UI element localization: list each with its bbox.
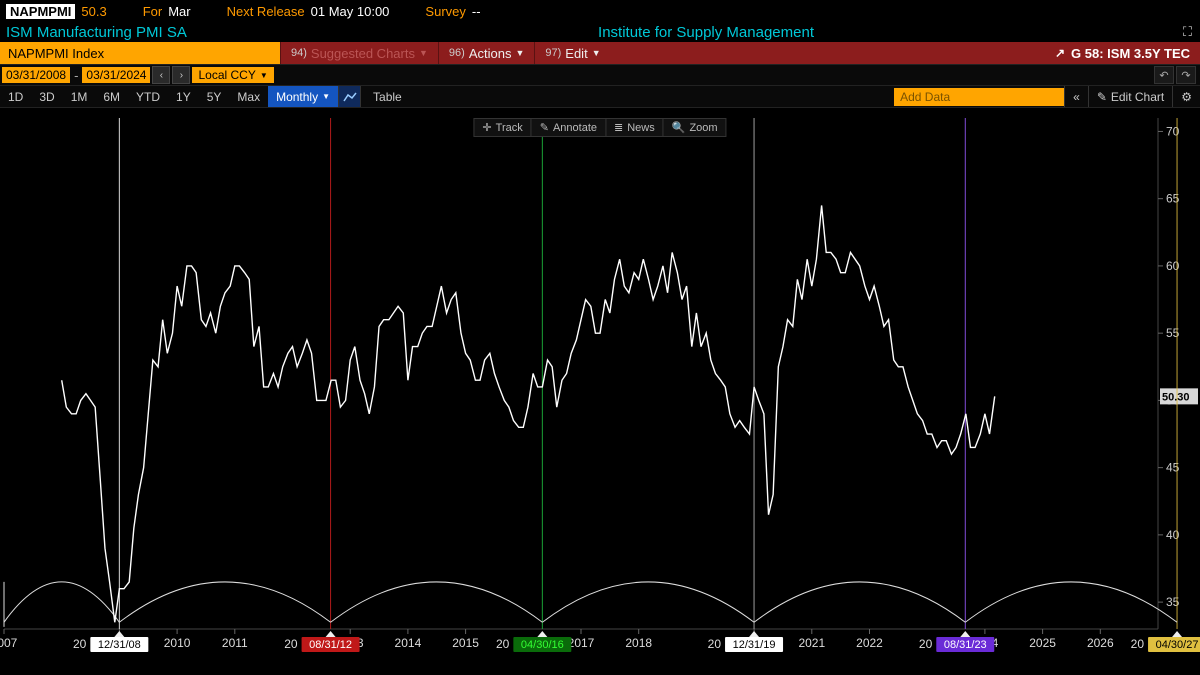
series-source: Institute for Supply Management <box>598 24 814 41</box>
actions-menu[interactable]: 96) Actions ▼ <box>438 42 534 64</box>
range-1d[interactable]: 1D <box>0 86 31 107</box>
chevron-down-icon: ▼ <box>592 48 601 58</box>
svg-text:2018: 2018 <box>625 636 652 650</box>
svg-text:12/31/19: 12/31/19 <box>733 639 776 651</box>
svg-text:04/30/27: 04/30/27 <box>1156 639 1199 651</box>
svg-text:45: 45 <box>1166 461 1180 475</box>
range-toolbar: 1D 3D 1M 6M YTD 1Y 5Y Max Monthly ▼ Tabl… <box>0 86 1200 108</box>
chevron-down-icon: ▼ <box>260 71 268 80</box>
chevron-down-icon: ▼ <box>419 48 428 58</box>
survey-label: Survey <box>425 4 465 19</box>
svg-text:2007: 2007 <box>0 636 18 650</box>
frequency-select[interactable]: Monthly ▼ <box>268 86 338 107</box>
popout-icon: ↗ <box>1055 46 1065 60</box>
redo-button[interactable]: ↷ <box>1176 66 1196 84</box>
svg-text:20: 20 <box>73 637 87 651</box>
range-ytd[interactable]: YTD <box>128 86 168 107</box>
collapse-button[interactable]: « <box>1064 86 1088 107</box>
range-3d[interactable]: 3D <box>31 86 62 107</box>
chart-type-button[interactable] <box>338 86 360 107</box>
table-button[interactable]: Table <box>360 86 414 107</box>
chevron-down-icon: ▼ <box>515 48 524 58</box>
track-button[interactable]: ✛ Track <box>474 119 531 136</box>
svg-text:40: 40 <box>1166 528 1180 542</box>
search-icon: 🔍 <box>672 121 686 134</box>
svg-text:55: 55 <box>1166 326 1180 340</box>
date-range-bar: 03/31/2008 - 03/31/2024 ‹ › Local CCY ▼ … <box>0 64 1200 86</box>
svg-text:2010: 2010 <box>164 636 191 650</box>
settings-button[interactable]: ⚙ <box>1172 86 1200 107</box>
price-chart[interactable]: 354045505560657050.302007200920102011201… <box>0 112 1200 675</box>
header-desc-row: ISM Manufacturing PMI SA Institute for S… <box>0 22 1200 42</box>
pencil-icon: ✎ <box>1097 90 1107 104</box>
for-label: For <box>143 4 163 19</box>
date-prev-button[interactable]: ‹ <box>152 66 170 84</box>
add-data-input[interactable]: Add Data <box>894 88 1064 106</box>
next-release-value: 01 May 10:00 <box>311 4 390 19</box>
news-icon: ≣ <box>614 121 623 134</box>
currency-select[interactable]: Local CCY ▼ <box>192 67 273 83</box>
svg-text:2015: 2015 <box>452 636 479 650</box>
range-1y[interactable]: 1Y <box>168 86 199 107</box>
news-button[interactable]: ≣ News <box>606 119 664 136</box>
svg-text:2011: 2011 <box>222 636 248 650</box>
svg-text:20: 20 <box>496 637 510 651</box>
svg-text:2026: 2026 <box>1087 636 1114 650</box>
ticker-value: 50.3 <box>81 4 106 19</box>
chart-floating-toolbar: ✛ Track ✎ Annotate ≣ News 🔍 Zoom <box>473 118 726 137</box>
svg-text:08/31/23: 08/31/23 <box>944 639 987 651</box>
svg-text:2021: 2021 <box>798 636 825 650</box>
suggested-charts-menu[interactable]: 94) Suggested Charts ▼ <box>280 42 438 64</box>
command-bar: NAPMPMI Index 94) Suggested Charts ▼ 96)… <box>0 42 1200 64</box>
date-next-button[interactable]: › <box>172 66 190 84</box>
zoom-button[interactable]: 🔍 Zoom <box>664 119 726 136</box>
svg-text:60: 60 <box>1166 259 1180 273</box>
svg-text:2022: 2022 <box>856 636 883 650</box>
survey-value: -- <box>472 4 481 19</box>
edit-chart-button[interactable]: ✎ Edit Chart <box>1088 86 1172 107</box>
svg-text:2017: 2017 <box>568 636 595 650</box>
svg-text:20: 20 <box>1131 637 1145 651</box>
svg-text:2014: 2014 <box>395 636 422 650</box>
svg-text:12/31/08: 12/31/08 <box>98 639 141 651</box>
index-tab[interactable]: NAPMPMI Index <box>0 42 280 64</box>
header-info-row: NAPMPMI 50.3 For Mar Next Release 01 May… <box>0 0 1200 22</box>
next-release-label: Next Release <box>227 4 305 19</box>
start-date-input[interactable]: 03/31/2008 <box>2 67 70 83</box>
undo-button[interactable]: ↶ <box>1154 66 1174 84</box>
svg-text:70: 70 <box>1166 124 1180 138</box>
range-6m[interactable]: 6M <box>95 86 128 107</box>
annotate-button[interactable]: ✎ Annotate <box>532 119 606 136</box>
for-value: Mar <box>168 4 190 19</box>
svg-text:20: 20 <box>919 637 933 651</box>
pencil-icon: ✎ <box>540 121 549 134</box>
edit-menu[interactable]: 97) Edit ▼ <box>534 42 610 64</box>
svg-text:20: 20 <box>708 637 722 651</box>
ticker-code: NAPMPMI <box>6 4 75 19</box>
chevron-down-icon: ▼ <box>322 92 330 101</box>
svg-text:04/30/16: 04/30/16 <box>521 639 564 651</box>
range-max[interactable]: Max <box>229 86 268 107</box>
series-description: ISM Manufacturing PMI SA <box>6 24 187 41</box>
index-tab-label: NAPMPMI Index <box>8 46 104 61</box>
chart-id-link[interactable]: ↗ G 58: ISM 3.5Y TEC <box>1045 46 1200 61</box>
crosshair-icon: ✛ <box>482 121 491 134</box>
svg-text:65: 65 <box>1166 192 1180 206</box>
expand-icon[interactable]: ⛶ <box>1183 24 1192 40</box>
svg-text:35: 35 <box>1166 595 1180 609</box>
gear-icon: ⚙ <box>1181 90 1192 104</box>
svg-text:50.30: 50.30 <box>1162 391 1190 403</box>
svg-text:08/31/12: 08/31/12 <box>309 639 352 651</box>
end-date-input[interactable]: 03/31/2024 <box>82 67 150 83</box>
range-5y[interactable]: 5Y <box>199 86 230 107</box>
svg-text:2025: 2025 <box>1029 636 1056 650</box>
range-1m[interactable]: 1M <box>63 86 96 107</box>
svg-text:20: 20 <box>284 637 298 651</box>
